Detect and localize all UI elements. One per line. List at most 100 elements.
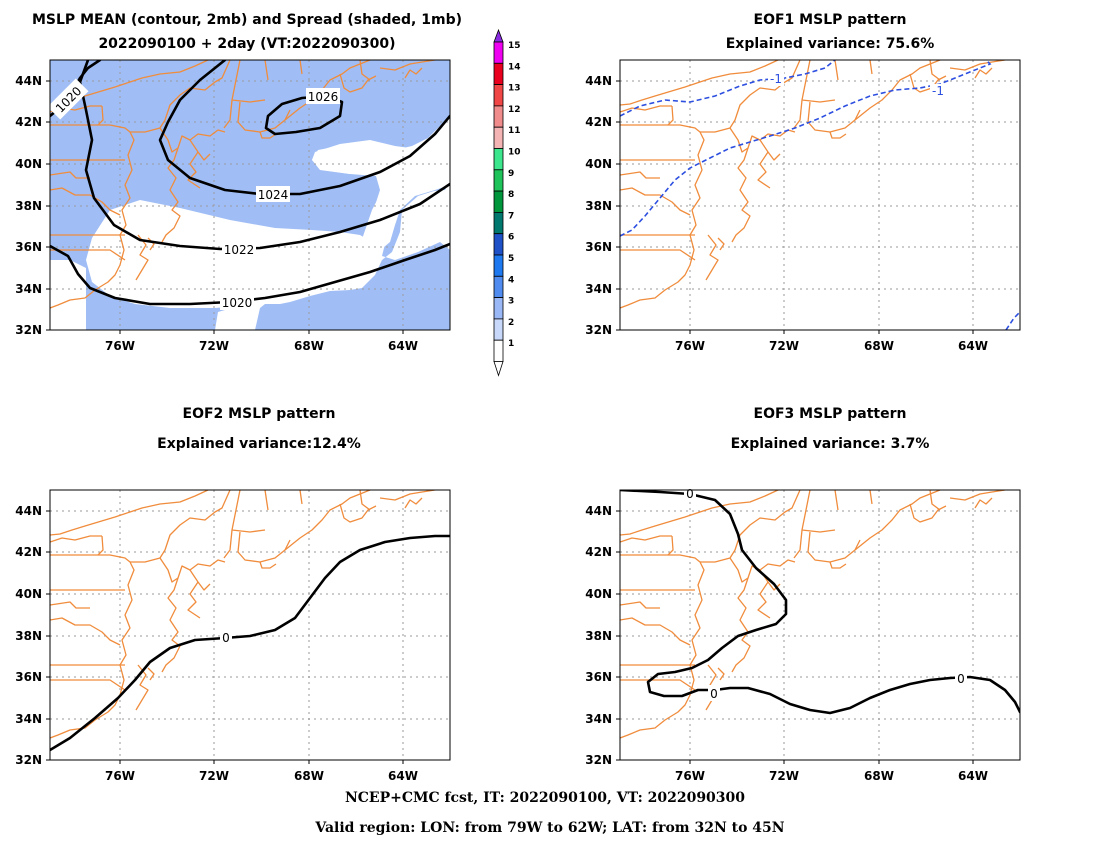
svg-text:64W: 64W <box>388 769 418 783</box>
eof3-map: 0 0 0 44N 42N 40N 38N 36N 34N 32N 76W 72… <box>585 486 1021 783</box>
colorbar-label: 7 <box>508 211 514 221</box>
colorbar-label: 2 <box>508 318 514 328</box>
eof3-label-mid: 0 <box>710 687 718 701</box>
svg-text:32N: 32N <box>585 323 612 337</box>
eof3-lon-labels: 76W 72W 68W 64W <box>675 769 988 783</box>
svg-text:68W: 68W <box>864 339 894 353</box>
colorbar-label: 5 <box>508 254 514 264</box>
colorbar-swatch <box>493 297 504 320</box>
svg-text:68W: 68W <box>294 769 324 783</box>
colorbar-swatch <box>493 190 504 213</box>
colorbar-label: 10 <box>508 148 521 158</box>
mean-lon-labels: 76W 72W 68W 64W <box>105 339 418 353</box>
svg-text:68W: 68W <box>864 769 894 783</box>
colorbar-label: 13 <box>508 84 521 94</box>
svg-text:72W: 72W <box>769 339 799 353</box>
svg-text:42N: 42N <box>15 115 42 129</box>
contour-1026 <box>264 94 344 136</box>
colorbar-swatch <box>493 339 504 362</box>
svg-text:38N: 38N <box>15 199 42 213</box>
svg-text:44N: 44N <box>15 74 42 88</box>
colorbar-label: 14 <box>508 62 521 72</box>
eof2-contour-zero <box>50 534 450 752</box>
eof1-lat-labels: 44N 42N 40N 38N 36N 34N 32N <box>585 74 612 337</box>
eof1-contour-b <box>620 60 992 237</box>
colorbar-swatch <box>493 62 504 85</box>
svg-text:76W: 76W <box>675 769 705 783</box>
svg-text:42N: 42N <box>585 115 612 129</box>
mean-title-line2: 2022090100 + 2day (VT:2022090300) <box>98 36 395 52</box>
svg-text:36N: 36N <box>15 670 42 684</box>
eof3-contour-loop <box>620 490 1020 715</box>
colorbar-swatch <box>493 233 504 256</box>
colorbar-label: 3 <box>508 297 514 307</box>
colorbar-top-arrow <box>493 28 504 43</box>
svg-text:34N: 34N <box>15 282 42 296</box>
svg-text:64W: 64W <box>388 339 418 353</box>
label-1024: 1024 <box>258 188 289 202</box>
svg-text:40N: 40N <box>15 157 42 171</box>
svg-text:38N: 38N <box>585 629 612 643</box>
svg-text:44N: 44N <box>15 504 42 518</box>
label-1020-south: 1020 <box>222 296 253 310</box>
eof1-title-line1: EOF1 MSLP pattern <box>754 12 907 28</box>
eof2-title-line2: Explained variance:12.4% <box>157 436 361 452</box>
footer-line1: NCEP+CMC fcst, IT: 2022090100, VT: 20220… <box>345 790 745 806</box>
svg-text:72W: 72W <box>199 769 229 783</box>
eof3-label-east: 0 <box>957 672 965 686</box>
eof3-label-top: 0 <box>686 487 694 501</box>
eof3-lat-labels: 44N 42N 40N 38N 36N 34N 32N <box>585 504 612 767</box>
svg-text:36N: 36N <box>585 670 612 684</box>
label-1022: 1022 <box>224 243 255 257</box>
eof2-title-line1: EOF2 MSLP pattern <box>183 406 336 422</box>
eof1-label-b: -1 <box>932 84 944 98</box>
colorbar-label: 1 <box>508 339 514 349</box>
colorbar-bottom-arrow <box>493 361 504 377</box>
colorbar-label: 9 <box>508 169 514 179</box>
spread-colorbar: 15 14 13 12 11 10 9 8 7 6 5 4 3 2 1 <box>493 28 521 377</box>
colorbar-swatch <box>493 105 504 128</box>
svg-text:38N: 38N <box>585 199 612 213</box>
eof2-map: 0 44N 42N 40N 38N 36N 34N 32N 76W 72W 68… <box>15 489 451 783</box>
eof1-title-line2: Explained variance: 75.6% <box>726 36 935 52</box>
svg-text:72W: 72W <box>769 769 799 783</box>
eof3-title-line1: EOF3 MSLP pattern <box>754 406 907 422</box>
colorbar-swatch <box>493 126 504 149</box>
svg-text:72W: 72W <box>199 339 229 353</box>
eof1-label-a: -1 <box>770 72 782 86</box>
svg-text:76W: 76W <box>105 339 135 353</box>
svg-text:34N: 34N <box>585 712 612 726</box>
colorbar-swatch <box>493 275 504 299</box>
eof2-label-zero: 0 <box>222 631 230 645</box>
colorbar-label: 12 <box>508 105 521 115</box>
footer-line2: Valid region: LON: from 79W to 62W; LAT:… <box>314 820 784 836</box>
colorbar-label: 15 <box>508 41 521 51</box>
mean-lat-labels: 44N 42N 40N 38N 36N 34N 32N <box>15 74 42 337</box>
eof3-title-line2: Explained variance: 3.7% <box>731 436 930 452</box>
label-1026: 1026 <box>308 90 339 104</box>
svg-text:42N: 42N <box>585 545 612 559</box>
svg-text:38N: 38N <box>15 629 42 643</box>
svg-text:44N: 44N <box>585 74 612 88</box>
svg-text:68W: 68W <box>294 339 324 353</box>
colorbar-swatch <box>493 84 504 107</box>
colorbar-swatch <box>493 41 504 64</box>
svg-text:44N: 44N <box>585 504 612 518</box>
mean-map: 1020 1026 1024 1022 1020 44N 42N 40N 38N… <box>15 59 451 353</box>
colorbar-label: 8 <box>508 190 514 200</box>
eof2-lat-labels: 44N 42N 40N 38N 36N 34N 32N <box>15 504 42 767</box>
colorbar-swatch <box>493 169 504 192</box>
svg-text:40N: 40N <box>585 587 612 601</box>
eof1-lon-labels: 76W 72W 68W 64W <box>675 339 988 353</box>
colorbar-label: 4 <box>508 275 514 285</box>
svg-text:34N: 34N <box>585 282 612 296</box>
svg-text:40N: 40N <box>585 157 612 171</box>
colorbar-swatch <box>493 148 504 171</box>
eof1-map: -1 -1 44N 42N 40N 38N 36N 34N 32N 76W 72… <box>585 59 1021 353</box>
colorbar-label: 11 <box>508 126 521 136</box>
eof2-lon-labels: 76W 72W 68W 64W <box>105 769 418 783</box>
svg-text:36N: 36N <box>585 240 612 254</box>
contour-1024 <box>158 60 450 196</box>
svg-text:76W: 76W <box>675 339 705 353</box>
